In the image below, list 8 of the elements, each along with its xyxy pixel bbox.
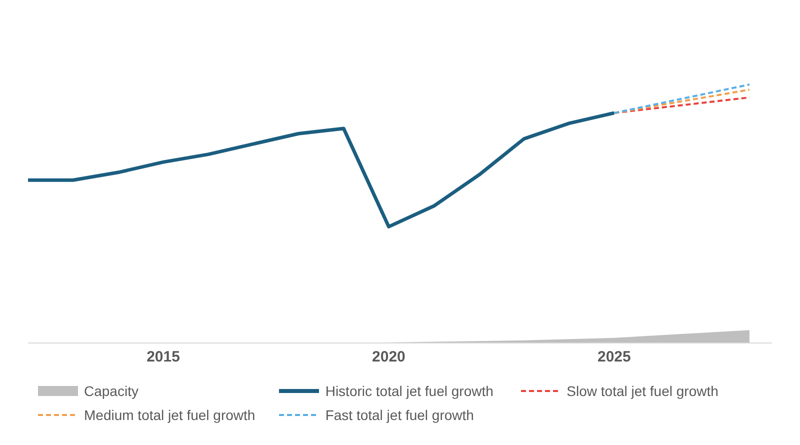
legend-label: Capacity (84, 383, 138, 399)
legend-label: Medium total jet fuel growth (84, 407, 256, 423)
legend-label: Fast total jet fuel growth (325, 407, 474, 423)
x-tick-label: 2015 (146, 348, 180, 366)
x-tick-label: 2020 (372, 348, 406, 366)
legend-label: Historic total jet fuel growth (325, 383, 494, 399)
x-tick-label: 2025 (597, 348, 631, 366)
legend-label: Slow total jet fuel growth (566, 383, 718, 399)
